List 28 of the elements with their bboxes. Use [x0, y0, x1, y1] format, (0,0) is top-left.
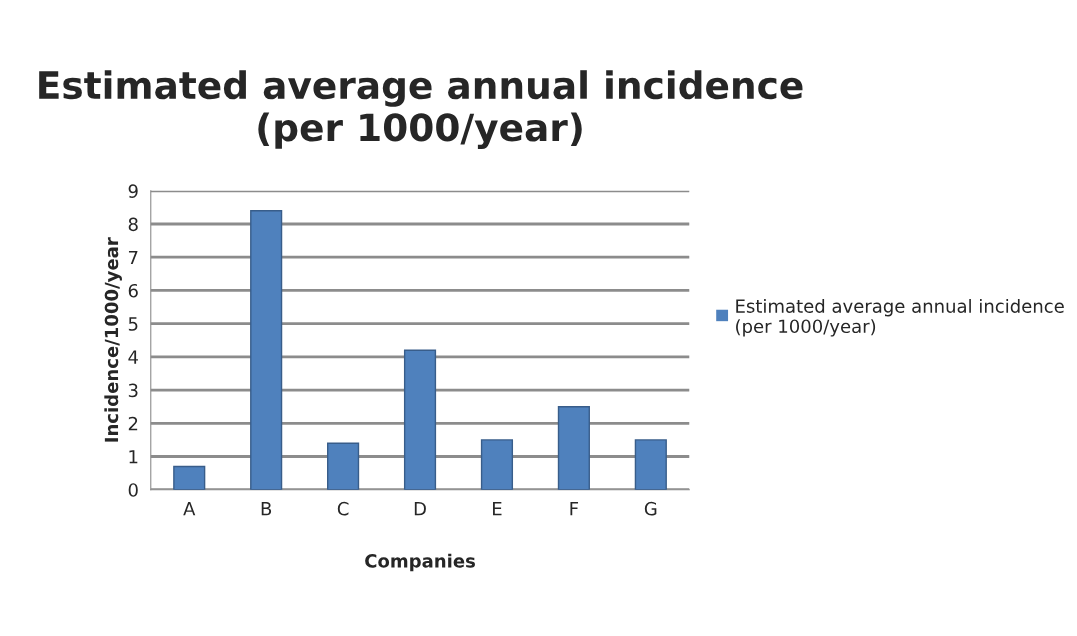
x-tick-label: C	[337, 501, 349, 516]
y-tick-label: 6	[128, 283, 138, 298]
y-tick-label: 0	[128, 483, 138, 497]
bar	[327, 442, 360, 490]
y-tick-label: 7	[128, 250, 138, 265]
y-tick-label: 4	[128, 350, 138, 364]
x-tick-label: F	[570, 502, 579, 516]
bar	[250, 210, 283, 490]
bar	[634, 439, 667, 490]
x-tick-label: G	[644, 501, 657, 516]
bar	[403, 349, 437, 490]
y-axis-title: Incidence/1000/year	[104, 237, 122, 442]
y-tick-label: 3	[128, 383, 138, 398]
y-tick-label: 9	[128, 184, 138, 198]
chart-title: Estimated average annual incidence (per 1000/year)	[39, 70, 803, 150]
y-tick-label: 8	[128, 217, 138, 232]
x-tick-label: A	[183, 502, 196, 516]
x-tick-label: D	[414, 502, 426, 516]
x-tick-label: B	[261, 502, 272, 516]
x-tick-label: E	[493, 502, 502, 516]
bar	[480, 439, 514, 490]
x-axis-title: Companies	[365, 553, 475, 572]
bar	[557, 405, 590, 490]
y-tick-label: 1	[129, 450, 138, 464]
y-tick-label: 5	[128, 317, 138, 331]
legend-label: Estimated average annual incidence (per 1000/year)	[736, 298, 1064, 337]
y-tick-label: 2	[128, 416, 138, 431]
bar	[173, 465, 206, 490]
